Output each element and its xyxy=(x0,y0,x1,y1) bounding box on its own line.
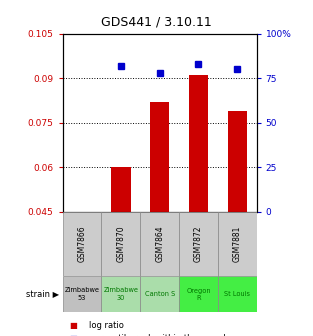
Text: St Louis: St Louis xyxy=(224,291,250,297)
Text: strain ▶: strain ▶ xyxy=(26,290,59,298)
Bar xyxy=(63,276,101,312)
Bar xyxy=(218,212,257,276)
Text: Zimbabwe
30: Zimbabwe 30 xyxy=(103,288,138,300)
Text: ■: ■ xyxy=(69,321,77,330)
Text: GDS441 / 3.10.11: GDS441 / 3.10.11 xyxy=(101,15,212,28)
Bar xyxy=(140,212,179,276)
Bar xyxy=(63,212,101,276)
Bar xyxy=(179,212,218,276)
Bar xyxy=(218,276,257,312)
Bar xyxy=(101,212,140,276)
Bar xyxy=(189,75,208,212)
Bar xyxy=(150,102,169,212)
Bar xyxy=(140,276,179,312)
Bar xyxy=(179,276,218,312)
Bar xyxy=(101,276,140,312)
Text: GSM7864: GSM7864 xyxy=(155,225,164,262)
Text: GSM7872: GSM7872 xyxy=(194,225,203,262)
Text: ■ log ratio: ■ log ratio xyxy=(69,321,114,330)
Text: ■: ■ xyxy=(69,334,77,336)
Text: Zimbabwe
53: Zimbabwe 53 xyxy=(64,288,100,300)
Bar xyxy=(111,167,131,212)
Bar xyxy=(228,111,247,212)
Text: GSM7866: GSM7866 xyxy=(78,225,86,262)
Text: Oregon
R: Oregon R xyxy=(186,288,211,300)
Text: log ratio: log ratio xyxy=(89,321,124,330)
Text: GSM7870: GSM7870 xyxy=(116,225,125,262)
Text: percentile rank within the sample: percentile rank within the sample xyxy=(89,334,231,336)
Text: Canton S: Canton S xyxy=(145,291,175,297)
Text: GSM7881: GSM7881 xyxy=(233,225,242,262)
